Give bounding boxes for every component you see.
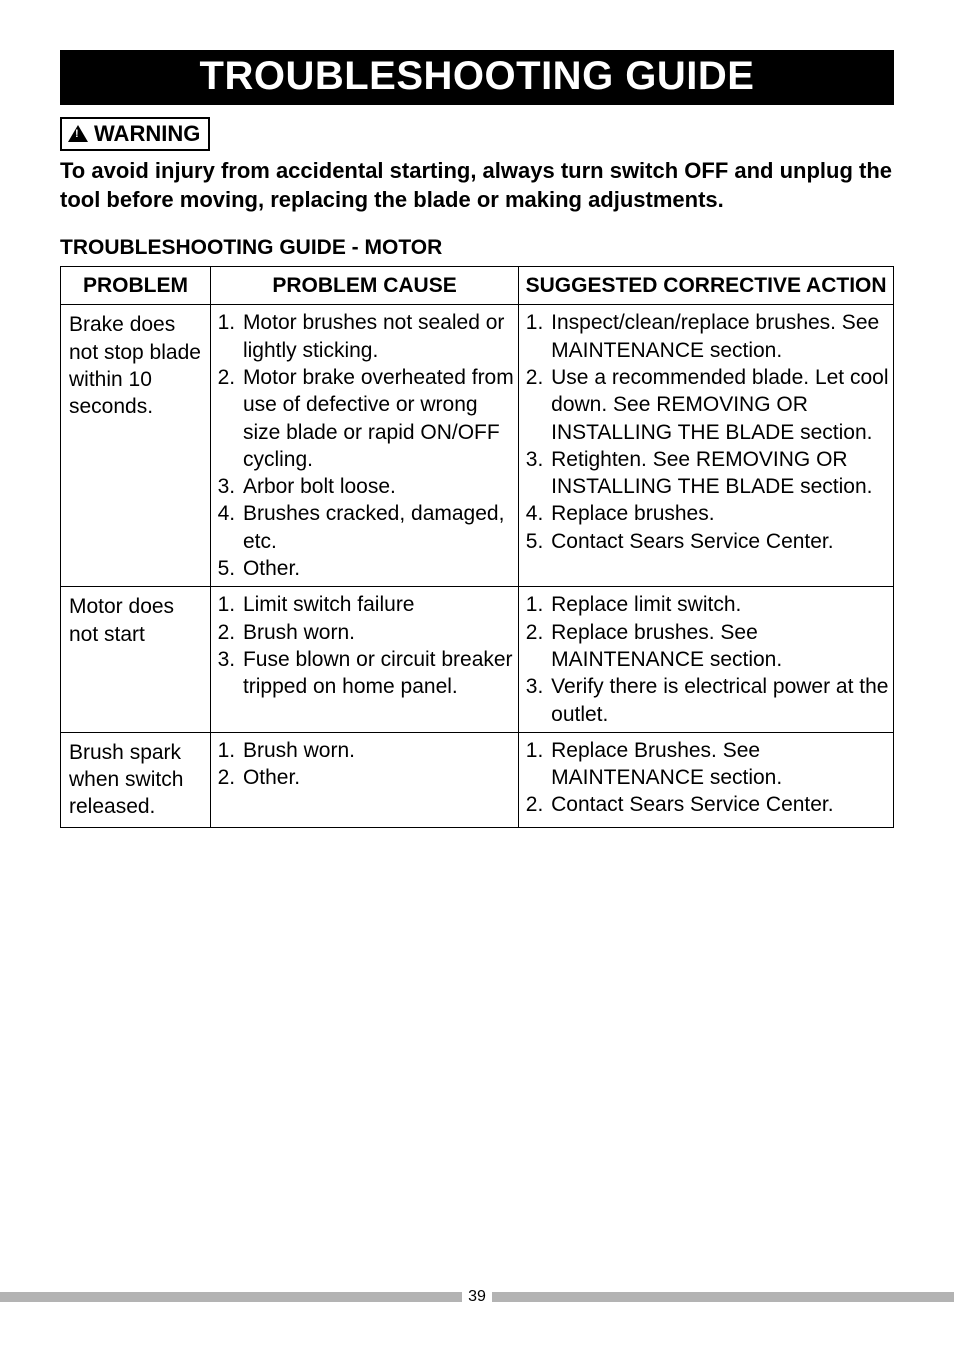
cell-problem: Brush spark when switch released. <box>61 732 211 827</box>
list-item: Brush worn. <box>241 619 514 646</box>
cell-problem: Brake does not stop blade within 10 seco… <box>61 305 211 587</box>
header-problem: PROBLEM <box>61 267 211 305</box>
warning-badge: WARNING <box>60 117 210 151</box>
action-list: Replace Brushes. See MAINTENANCE section… <box>523 737 889 819</box>
cell-action: Inspect/clean/replace brushes. See MAINT… <box>519 305 894 587</box>
list-item: Brushes cracked, damaged, etc. <box>241 500 514 555</box>
list-item: Brush worn. <box>241 737 514 764</box>
list-item: Other. <box>241 764 514 791</box>
table-header-row: PROBLEM PROBLEM CAUSE SUGGESTED CORRECTI… <box>61 267 894 305</box>
problem-text: Brush spark when switch released. <box>65 737 206 823</box>
list-item: Fuse blown or circuit breaker tripped on… <box>241 646 514 701</box>
cell-cause: Motor brushes not sealed or lightly stic… <box>210 305 518 587</box>
table-row: Brake does not stop blade within 10 seco… <box>61 305 894 587</box>
warning-body: To avoid injury from accidental starting… <box>60 157 894 214</box>
page-title-banner: TROUBLESHOOTING GUIDE <box>60 50 894 105</box>
header-cause: PROBLEM CAUSE <box>210 267 518 305</box>
troubleshooting-table: PROBLEM PROBLEM CAUSE SUGGESTED CORRECTI… <box>60 266 894 828</box>
cell-problem: Motor does not start <box>61 587 211 732</box>
page-title: TROUBLESHOOTING GUIDE <box>200 54 755 98</box>
table-row: Brush spark when switch released. Brush … <box>61 732 894 827</box>
table-row: Motor does not start Limit switch failur… <box>61 587 894 732</box>
footer-bar-right <box>492 1292 954 1302</box>
warning-row: WARNING <box>60 117 894 151</box>
list-item: Replace brushes. <box>549 500 889 527</box>
list-item: Motor brake overheated from use of defec… <box>241 364 514 473</box>
cell-cause: Limit switch failure Brush worn. Fuse bl… <box>210 587 518 732</box>
page-number: 39 <box>462 1288 492 1306</box>
list-item: Use a recommended blade. Let cool down. … <box>549 364 889 446</box>
warning-label: WARNING <box>94 121 200 147</box>
cause-list: Brush worn. Other. <box>215 737 514 792</box>
list-item: Arbor bolt loose. <box>241 473 514 500</box>
cell-action: Replace limit switch. Replace brushes. S… <box>519 587 894 732</box>
list-item: Retighten. See REMOVING OR INSTALLING TH… <box>549 446 889 501</box>
table-subheading: TROUBLESHOOTING GUIDE - MOTOR <box>60 236 894 260</box>
footer-bar-left <box>0 1292 462 1302</box>
cause-list: Limit switch failure Brush worn. Fuse bl… <box>215 591 514 700</box>
action-list: Replace limit switch. Replace brushes. S… <box>523 591 889 727</box>
list-item: Motor brushes not sealed or lightly stic… <box>241 309 514 364</box>
list-item: Other. <box>241 555 514 582</box>
list-item: Limit switch failure <box>241 591 514 618</box>
problem-text: Brake does not stop blade within 10 seco… <box>65 309 206 422</box>
list-item: Replace brushes. See MAINTENANCE section… <box>549 619 889 674</box>
list-item: Contact Sears Service Center. <box>549 791 889 818</box>
cell-action: Replace Brushes. See MAINTENANCE section… <box>519 732 894 827</box>
list-item: Replace Brushes. See MAINTENANCE section… <box>549 737 889 792</box>
list-item: Contact Sears Service Center. <box>549 528 889 555</box>
list-item: Inspect/clean/replace brushes. See MAINT… <box>549 309 889 364</box>
table-body: Brake does not stop blade within 10 seco… <box>61 305 894 827</box>
cell-cause: Brush worn. Other. <box>210 732 518 827</box>
warning-triangle-icon <box>68 125 88 142</box>
list-item: Verify there is electrical power at the … <box>549 673 889 728</box>
page-footer: 39 <box>0 1288 954 1336</box>
header-action: SUGGESTED CORRECTIVE ACTION <box>519 267 894 305</box>
action-list: Inspect/clean/replace brushes. See MAINT… <box>523 309 889 555</box>
cause-list: Motor brushes not sealed or lightly stic… <box>215 309 514 582</box>
page-container: TROUBLESHOOTING GUIDE WARNING To avoid i… <box>0 0 954 828</box>
list-item: Replace limit switch. <box>549 591 889 618</box>
problem-text: Motor does not start <box>65 591 206 650</box>
